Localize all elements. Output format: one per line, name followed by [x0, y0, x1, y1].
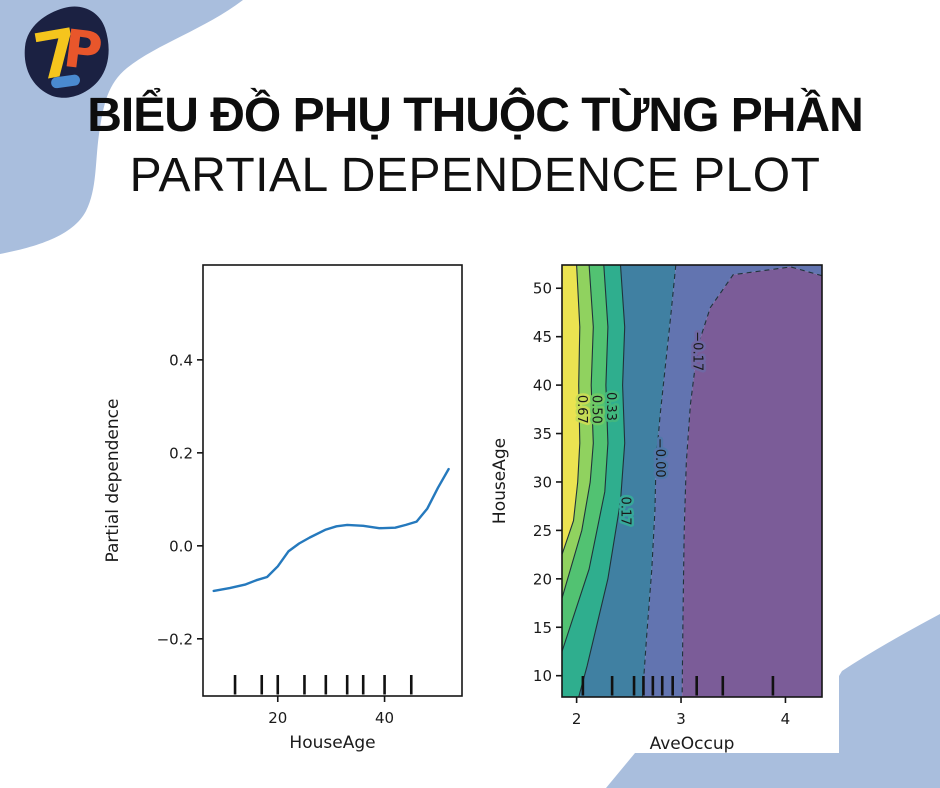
x-tick-label: 20 — [268, 709, 287, 727]
contour-line — [561, 264, 581, 555]
y-tick-label: 25 — [533, 522, 552, 540]
contour-band — [562, 265, 580, 555]
x-tick-label: 40 — [375, 709, 394, 727]
decor-blob-bottom-right — [606, 614, 940, 788]
y-tick-label: 30 — [533, 473, 552, 491]
header: BIỂU ĐỒ PHỤ THUỘC TỪNG PHẦN PARTIAL DEPE… — [40, 90, 910, 202]
contour-band — [682, 266, 822, 697]
contour-label: −0.00 — [652, 438, 667, 478]
plot-frame — [202, 264, 463, 697]
contour-band — [642, 265, 822, 697]
contour-band — [562, 265, 625, 697]
rug-marks — [233, 675, 413, 695]
contour-band — [562, 265, 608, 652]
contour-label: 0.17 — [618, 497, 633, 526]
y-tick-label: 50 — [533, 280, 552, 298]
contour-line — [641, 264, 677, 698]
x-axis-label: AveOccup — [650, 734, 735, 754]
y-axis-label: HouseAge — [490, 438, 510, 524]
page-title-vietnamese: BIỂU ĐỒ PHỤ THUỘC TỪNG PHẦN — [87, 89, 864, 142]
pdp-curve — [212, 467, 450, 593]
rug-marks — [581, 676, 775, 696]
pdp-contour-plot: 0.67 0.50 0.33 0.17 −0.00 −0.17 2 3 4 10 15 20 25 30 3… — [490, 264, 823, 754]
logo-blob — [24, 6, 109, 98]
contour-line — [561, 264, 609, 652]
contour-label: 0.50 — [588, 395, 603, 424]
x-axis-label: HouseAge — [289, 733, 375, 753]
contour-band — [562, 265, 594, 599]
logo-letter-p: P — [60, 19, 105, 83]
y-axis-label: Partial dependence — [103, 399, 123, 563]
contour-line — [561, 264, 594, 599]
y-tick-label: 35 — [533, 425, 552, 443]
contour-label: 0.67 — [574, 395, 589, 424]
y-tick-label: 0.2 — [169, 444, 193, 462]
contour-line — [578, 264, 626, 698]
y-tick-label: 0.0 — [169, 537, 193, 555]
y-tick-label: 40 — [533, 377, 552, 395]
y-tick-label: −0.2 — [157, 630, 193, 648]
contour-label: 0.33 — [603, 392, 618, 421]
contour-label: −0.17 — [690, 331, 705, 371]
x-tick-label: 3 — [676, 710, 686, 728]
contour-line — [681, 266, 823, 698]
y-tick-label: 15 — [533, 619, 552, 637]
pdp-line-plot: 20 40 0.4 0.2 0.0 −0.2 HouseAge Partial depende… — [103, 264, 463, 753]
plot-frame — [561, 264, 823, 698]
y-tick-label: 0.4 — [169, 351, 193, 369]
y-tick-label: 10 — [533, 667, 552, 685]
x-tick-label: 4 — [781, 710, 791, 728]
x-tick-label: 2 — [572, 710, 582, 728]
logo: 7 P — [20, 4, 112, 106]
y-tick-label: 45 — [533, 328, 552, 346]
contour-band — [578, 265, 676, 697]
page-title-english: PARTIAL DEPENDENCE PLOT — [129, 149, 821, 202]
y-tick-label: 20 — [533, 570, 552, 588]
logo-bar — [51, 74, 80, 89]
